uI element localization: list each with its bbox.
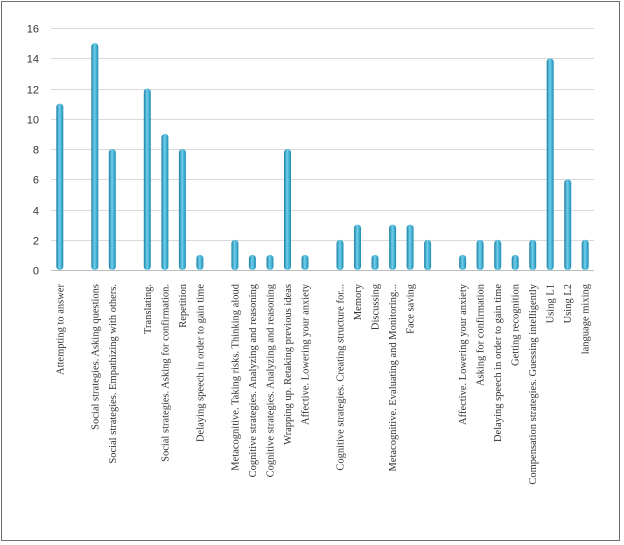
- y-tick-label: 14: [27, 54, 39, 66]
- bar: [476, 239, 484, 271]
- y-tick-label: 4: [33, 206, 39, 218]
- x-tick-label: Cognitive strategies. Analyzing and reas…: [248, 283, 259, 477]
- y-tick-label: 12: [27, 85, 39, 97]
- y-tick-label: 2: [33, 236, 39, 248]
- x-tick-label: Wrapping up. Retaking previous ideas: [283, 284, 294, 445]
- x-tick-label: Asking for confirmation: [476, 283, 487, 386]
- x-axis-ticks: Attempting to answer Social strategies. A…: [55, 283, 591, 484]
- bar: [161, 133, 169, 270]
- bars: [56, 43, 589, 271]
- bar: [248, 254, 256, 270]
- bar: [546, 58, 554, 271]
- x-tick-label: Using L1: [546, 284, 557, 323]
- y-tick-label: 10: [27, 115, 39, 127]
- x-tick-label: Cognitive strategies. Analyzing and reas…: [266, 283, 277, 477]
- bar: [301, 254, 309, 270]
- x-tick-label: Metacognitive. Evaluating and Monitoring…: [388, 284, 399, 472]
- x-tick-label: Delaying speech in order to gain time: [195, 284, 206, 442]
- y-axis-ticks: 0 2 4 6 8 10 12 14 16: [27, 24, 39, 278]
- x-tick-label: Metacognitive. Taking risks. Thinking al…: [230, 283, 241, 470]
- bar: [581, 239, 589, 271]
- x-tick-label: Delaying speech in order to gain time: [493, 284, 504, 442]
- x-tick-label: Face saving: [406, 283, 417, 334]
- bar-chart: 0 2 4 6 8 10 12 14 16 Attempting to answer Social…: [27, 24, 594, 485]
- bar: [511, 254, 519, 270]
- bar: [143, 88, 151, 270]
- bar: [108, 149, 116, 270]
- x-tick-label: Repetition: [178, 283, 189, 327]
- bar: [284, 149, 291, 270]
- x-tick-label: Memory: [353, 283, 364, 320]
- x-tick-label: Discussing: [371, 283, 382, 330]
- x-tick-label: Using L2: [563, 284, 574, 323]
- x-tick-label: Affective. Lowering your anxiety: [301, 283, 312, 425]
- bar: [56, 103, 64, 270]
- y-tick-label: 16: [27, 24, 39, 36]
- y-tick-label: 6: [33, 175, 39, 187]
- bar: [529, 239, 537, 271]
- bar: [231, 239, 239, 271]
- y-tick-label: 8: [33, 145, 39, 157]
- bar: [91, 43, 99, 270]
- bar: [266, 254, 274, 270]
- x-tick-label: Getting recognition: [511, 283, 522, 366]
- x-tick-label: Social strategies. Asking questions: [90, 284, 101, 430]
- x-tick-label: Cognitive strategies. Creating structure…: [336, 284, 347, 471]
- x-tick-label: Social strategies. Asking for confirmati…: [160, 284, 171, 462]
- bar: [494, 239, 502, 271]
- bar: [424, 239, 432, 271]
- bar: [564, 179, 572, 271]
- x-tick-label: Attempting to answer: [55, 283, 66, 374]
- bar: [354, 224, 361, 270]
- bar: [459, 254, 467, 270]
- y-tick-label: 0: [33, 266, 39, 278]
- x-tick-label: Social strategies. Empathizing with othe…: [108, 284, 119, 464]
- x-tick-label: Translating.: [143, 284, 154, 334]
- bar: [336, 239, 344, 271]
- bar: [178, 149, 186, 270]
- bar: [196, 254, 204, 270]
- bar: [389, 224, 397, 270]
- x-tick-label: language mixing: [581, 283, 592, 354]
- gridlines: [51, 28, 594, 271]
- x-tick-label: Compensation strategies. Guessing intell…: [528, 283, 539, 484]
- bar: [406, 224, 414, 270]
- bar: [371, 254, 379, 270]
- x-tick-label: Affective. Lowering your anxiety: [458, 283, 469, 425]
